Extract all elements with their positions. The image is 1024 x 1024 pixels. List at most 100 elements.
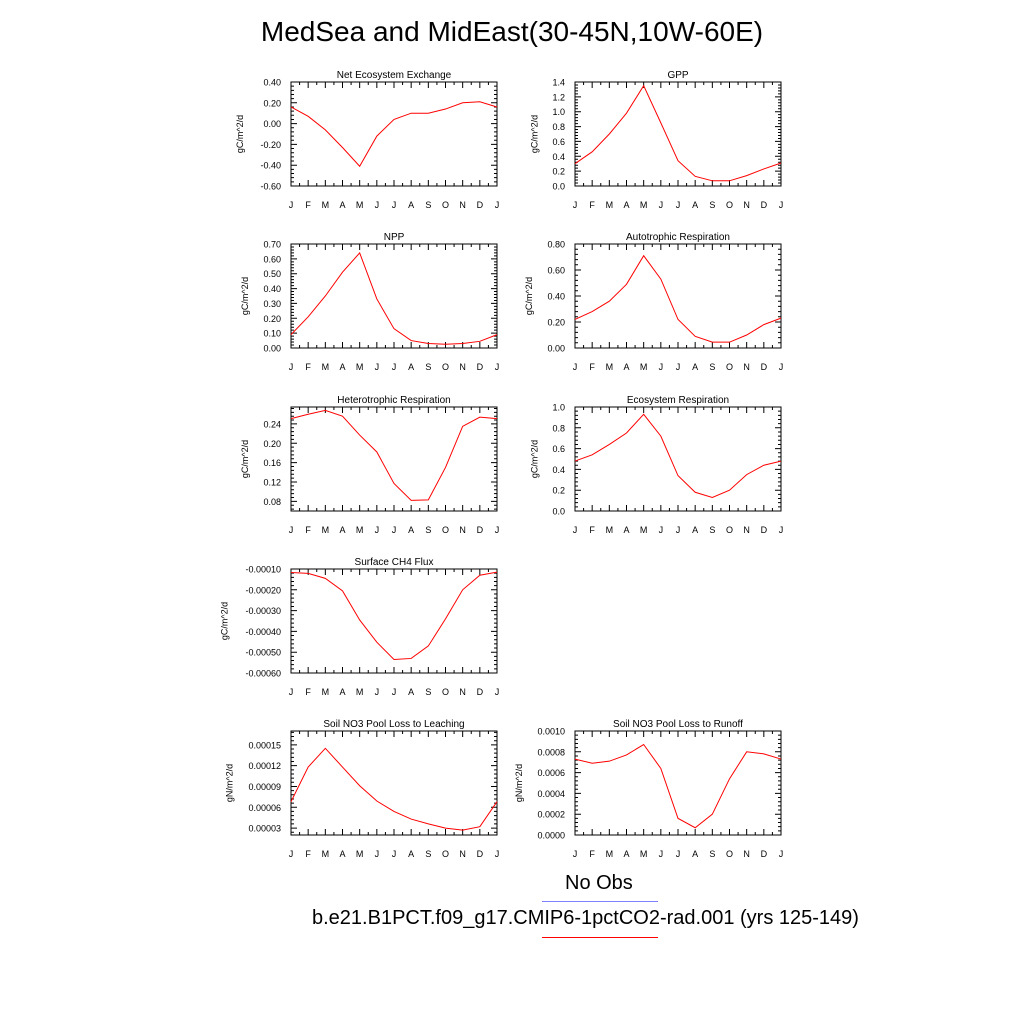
y-tick-label: 0.2 <box>552 167 565 177</box>
y-tick-label: 0.60 <box>547 266 565 276</box>
y-tick-label: 0.20 <box>263 314 281 324</box>
x-tick-label: S <box>709 849 715 859</box>
y-tick-label: 0.0 <box>552 507 565 517</box>
y-tick-label: 0.10 <box>263 329 281 339</box>
y-tick-label: 0.00006 <box>248 803 281 813</box>
x-tick-label: D <box>477 849 484 859</box>
x-tick-label: M <box>640 362 648 372</box>
x-tick-label: J <box>573 849 578 859</box>
x-tick-label: J <box>375 525 380 535</box>
y-axis-label: gC/m^2/d <box>219 602 229 640</box>
x-tick-label: J <box>676 362 681 372</box>
y-tick-label: 0.12 <box>263 477 281 487</box>
y-axis-label: gC/m^2/d <box>240 440 250 478</box>
chart-title: GPP <box>667 70 688 81</box>
x-tick-label: D <box>477 200 484 210</box>
x-tick-label: J <box>779 525 784 535</box>
chart-title: Ecosystem Respiration <box>627 395 729 406</box>
y-tick-label: 0.00 <box>263 119 281 129</box>
y-tick-label: 0.00009 <box>248 782 281 792</box>
y-axis-label: gC/m^2/d <box>529 440 539 478</box>
x-tick-label: M <box>606 849 614 859</box>
x-tick-label: S <box>709 362 715 372</box>
y-tick-label: -0.40 <box>260 161 281 171</box>
x-tick-label: J <box>495 849 500 859</box>
y-tick-label: -0.00040 <box>245 627 281 637</box>
y-axis-label: gN/m^2/d <box>225 764 235 802</box>
x-tick-label: A <box>408 362 414 372</box>
x-tick-label: J <box>392 525 397 535</box>
x-tick-label: F <box>589 200 595 210</box>
x-tick-label: S <box>425 849 431 859</box>
y-tick-label: 0.24 <box>263 419 281 429</box>
x-tick-label: M <box>606 200 614 210</box>
x-tick-label: J <box>375 849 380 859</box>
x-tick-label: J <box>392 849 397 859</box>
axis-ticks <box>574 81 782 187</box>
x-tick-label: J <box>375 687 380 697</box>
x-tick-label: F <box>589 525 595 535</box>
x-tick-label: M <box>606 362 614 372</box>
y-tick-label: 0.0 <box>552 182 565 192</box>
y-axis-label: gC/m^2/d <box>529 115 539 153</box>
series-line <box>574 413 782 499</box>
x-tick-label: A <box>339 200 345 210</box>
y-tick-label: 0.6 <box>552 444 565 454</box>
x-tick-label: M <box>322 525 330 535</box>
x-tick-label: A <box>339 849 345 859</box>
y-tick-label: 0.70 <box>263 240 281 250</box>
x-tick-label: F <box>305 362 311 372</box>
x-tick-label: J <box>676 525 681 535</box>
x-tick-label: J <box>392 362 397 372</box>
y-tick-label: -0.00030 <box>245 606 281 616</box>
y-tick-label: 0.8 <box>552 122 565 132</box>
plot-frame <box>574 81 782 187</box>
x-tick-label: A <box>623 849 629 859</box>
axis-ticks <box>290 568 498 674</box>
x-tick-label: J <box>375 362 380 372</box>
y-tick-label: 0.08 <box>263 497 281 507</box>
y-tick-label: 0.0000 <box>537 831 565 841</box>
x-tick-label: M <box>356 525 364 535</box>
x-tick-label: J <box>573 362 578 372</box>
x-tick-label: A <box>623 200 629 210</box>
x-tick-label: D <box>761 849 768 859</box>
y-tick-label: 0.40 <box>263 78 281 88</box>
x-tick-label: O <box>442 849 449 859</box>
y-tick-label: -0.00020 <box>245 585 281 595</box>
x-tick-label: J <box>676 849 681 859</box>
x-tick-label: J <box>779 200 784 210</box>
y-tick-label: 0.20 <box>263 98 281 108</box>
legend-model-line <box>542 937 658 938</box>
x-tick-label: S <box>425 200 431 210</box>
series-line <box>290 571 498 660</box>
x-tick-label: M <box>322 362 330 372</box>
y-tick-label: 0.2 <box>552 486 565 496</box>
legend-obs-label: No Obs <box>565 872 633 894</box>
y-tick-label: 0.0002 <box>537 810 565 820</box>
series-line <box>574 254 782 343</box>
x-tick-label: J <box>289 525 294 535</box>
chart-title: Soil NO3 Pool Loss to Runoff <box>613 719 743 730</box>
axis-ticks <box>574 243 782 349</box>
axis-ticks <box>574 730 782 836</box>
x-tick-label: N <box>743 200 750 210</box>
plot-frame <box>574 406 782 512</box>
series-line <box>574 743 782 829</box>
y-tick-label: 1.0 <box>552 403 565 413</box>
x-tick-label: O <box>726 200 733 210</box>
x-tick-label: O <box>442 687 449 697</box>
y-tick-label: 0.00 <box>263 344 281 354</box>
y-tick-label: -0.60 <box>260 182 281 192</box>
x-tick-label: F <box>305 849 311 859</box>
x-tick-label: O <box>726 362 733 372</box>
x-tick-label: J <box>289 849 294 859</box>
axis-ticks <box>290 243 498 349</box>
x-tick-label: A <box>408 849 414 859</box>
x-tick-label: A <box>623 362 629 372</box>
y-axis-label: gN/m^2/d <box>514 764 524 802</box>
